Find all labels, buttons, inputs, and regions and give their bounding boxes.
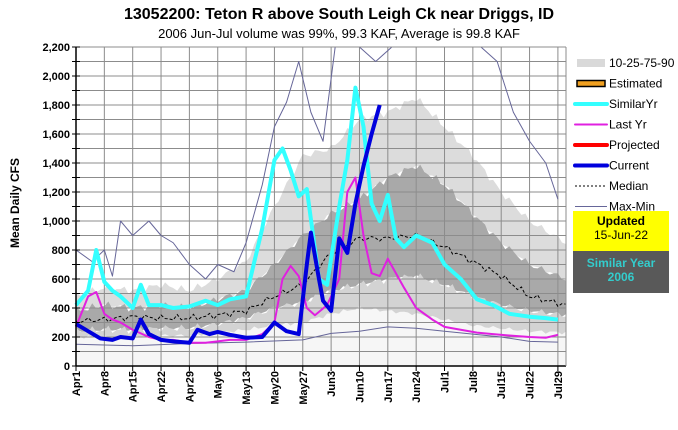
updated-date: 15-Jun-22	[593, 228, 649, 242]
y-tick-label: 200	[52, 332, 70, 344]
y-tick-label: 1,000	[42, 216, 70, 228]
y-tick-label: 400	[52, 303, 70, 315]
x-tick-label: Jun17	[383, 371, 395, 403]
x-tick-label: Apr8	[99, 371, 111, 396]
legend-label: Estimated	[609, 77, 662, 91]
x-tick-label: May6	[213, 371, 225, 399]
legend-label: Median	[609, 179, 648, 193]
similar-year-box: Similar Year 2006	[573, 251, 669, 293]
chart-subtitle: 2006 Jun-Jul volume was 99%, 99.3 KAF, A…	[158, 26, 520, 41]
x-tick-label: Apr1	[71, 371, 83, 396]
x-tick-label: May20	[269, 371, 281, 405]
y-tick-label: 1,800	[42, 100, 70, 112]
x-tick-label: Jul8	[468, 371, 480, 393]
current-line	[74, 104, 382, 345]
band-p75-p90	[76, 97, 566, 311]
similar-year-value: 2006	[607, 270, 635, 284]
similar-year-label: Similar Year	[586, 256, 656, 270]
legend-label: Last Yr	[609, 118, 647, 132]
y-tick-label: 1,200	[42, 187, 70, 199]
x-tick-label: Jul1	[440, 371, 452, 393]
y-tick-label: 1,600	[42, 129, 70, 141]
chart-title: 13052200: Teton R above South Leigh Ck n…	[123, 6, 555, 23]
legend-label: SimilarYr	[609, 97, 658, 111]
similar-year-line	[74, 85, 559, 322]
x-tick-label: Jul29	[553, 371, 565, 399]
x-tick-label: Apr29	[184, 371, 196, 402]
band-p10-p25	[76, 273, 566, 339]
y-tick-label: 600	[52, 274, 70, 286]
y-tick-label: 0	[64, 361, 70, 373]
x-tick-label: May13	[241, 371, 253, 405]
x-tick-label: Apr15	[128, 371, 140, 402]
legend-label: 10-25-75-90	[609, 56, 675, 70]
y-tick-label: 1,400	[42, 158, 70, 170]
legend-label: Max-Min	[609, 200, 655, 214]
x-tick-label: Apr22	[156, 371, 168, 402]
x-tick-label: May27	[298, 371, 310, 405]
legend-label: Projected	[609, 138, 660, 152]
y-tick-label: 800	[52, 245, 70, 257]
y-tick-label: 2,000	[42, 71, 70, 83]
updated-box: Updated 15-Jun-22	[573, 211, 669, 251]
x-tick-label: Jun3	[326, 371, 338, 397]
x-tick-label: Jun24	[411, 370, 423, 403]
x-tick-label: Jul22	[525, 371, 537, 399]
last-year-line	[75, 176, 559, 344]
legend-label: Current	[609, 159, 650, 173]
x-tick-label: Jun10	[354, 371, 366, 403]
updated-label: Updated	[597, 214, 645, 228]
x-tick-label: Jul15	[496, 371, 508, 399]
legend-estimated-swatch	[576, 79, 606, 88]
legend-band-swatch	[577, 59, 605, 67]
y-tick-label: 2,200	[42, 42, 70, 54]
